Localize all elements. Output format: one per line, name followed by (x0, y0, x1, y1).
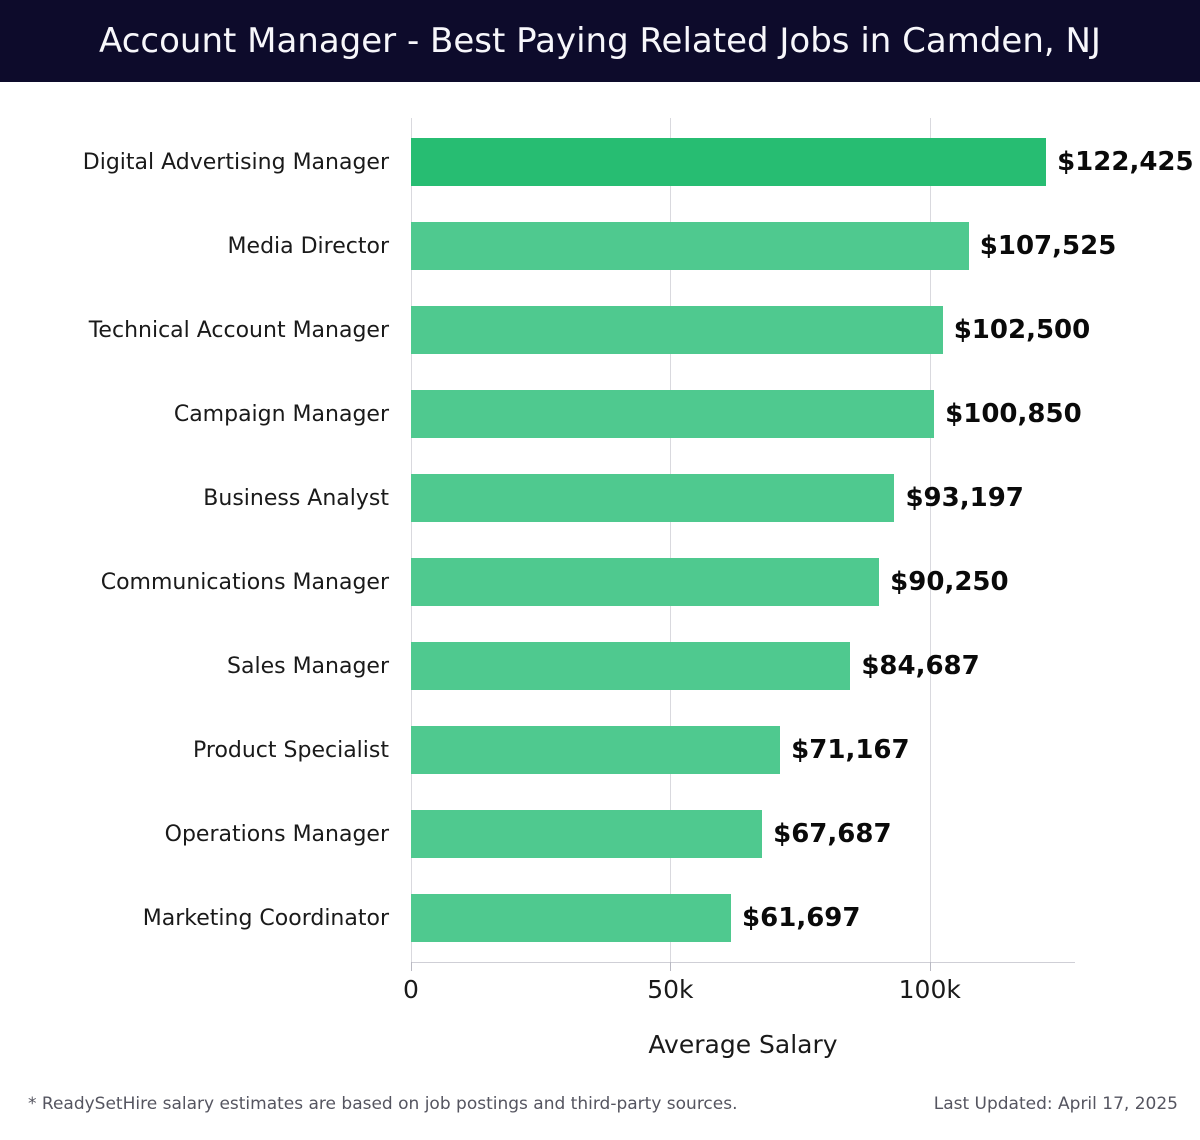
bar-row[interactable]: $71,167 (411, 726, 1075, 774)
x-axis-title: Average Salary (648, 1030, 838, 1059)
y-axis-category-label: Sales Manager (227, 653, 389, 679)
title-banner (0, 0, 1200, 82)
bar-value-label: $122,425 (1057, 147, 1194, 177)
footer-disclaimer: * ReadySetHire salary estimates are base… (28, 1094, 738, 1114)
bar-row[interactable]: $93,197 (411, 474, 1075, 522)
x-axis-line (411, 962, 1075, 963)
bar-value-label: $67,687 (773, 819, 892, 849)
bar[interactable] (411, 810, 763, 858)
y-axis-category-label: Media Director (227, 233, 389, 259)
bar[interactable] (411, 222, 969, 270)
bar[interactable] (411, 138, 1047, 186)
y-axis-category-label: Marketing Coordinator (142, 905, 389, 931)
bar-value-label: $71,167 (791, 735, 910, 765)
bar[interactable] (411, 642, 851, 690)
y-axis-category-label: Operations Manager (164, 821, 389, 847)
bar-value-label: $100,850 (945, 399, 1082, 429)
bar-value-label: $107,525 (979, 231, 1117, 261)
bar-row[interactable]: $102,500 (411, 306, 1090, 354)
bar[interactable] (411, 306, 943, 354)
y-axis-category-labels: Digital Advertising Manager Media Directo… (0, 118, 400, 962)
bar[interactable] (411, 726, 781, 774)
bar-value-label: $93,197 (905, 483, 1024, 513)
page-title: Account Manager - Best Paying Related Jo… (99, 21, 1101, 61)
y-axis-category-label: Business Analyst (203, 485, 389, 511)
bar[interactable] (411, 558, 880, 606)
gridline (411, 118, 412, 962)
bar-value-label: $84,687 (861, 651, 980, 681)
y-axis-category-label: Digital Advertising Manager (82, 149, 389, 175)
bar-row[interactable]: $84,687 (411, 642, 1075, 690)
bar-row[interactable]: $90,250 (411, 558, 1075, 606)
bar-row[interactable]: $100,850 (411, 390, 1082, 438)
gridline (670, 118, 672, 962)
y-axis-category-label: Technical Account Manager (88, 317, 389, 343)
x-axis-tick-mark (670, 962, 672, 971)
bar-row[interactable]: $67,687 (411, 810, 1075, 858)
y-axis-category-label: Product Specialist (193, 737, 389, 763)
x-axis-tick-mark (929, 962, 931, 971)
x-axis-tick-label: 0 (403, 975, 419, 1004)
y-axis-category-label: Communications Manager (100, 569, 389, 595)
bar-value-label: $90,250 (890, 567, 1009, 597)
gridline (929, 118, 931, 962)
plot-area: $122,425 $107,525 $102,500 $100,850 $93,197 $… (411, 118, 1194, 962)
y-axis-category-label: Campaign Manager (173, 401, 389, 427)
x-axis-tick-label: 100k (898, 975, 961, 1004)
bar[interactable] (411, 894, 732, 942)
bar-value-label: $61,697 (742, 903, 861, 933)
bar-row[interactable]: $122,425 (411, 138, 1194, 186)
bar-row[interactable]: $61,697 (411, 894, 1075, 942)
bar[interactable] (411, 474, 895, 522)
footer-last-updated: Last Updated: April 17, 2025 (933, 1094, 1178, 1114)
x-axis-tick-label: 50k (647, 975, 694, 1004)
bar-row[interactable]: $107,525 (411, 222, 1116, 270)
bar-value-label: $102,500 (953, 315, 1091, 345)
bar[interactable] (411, 390, 935, 438)
x-axis-tick-labels: 0 50k 100k (0, 975, 1200, 1011)
x-axis-tick-mark (411, 962, 412, 971)
